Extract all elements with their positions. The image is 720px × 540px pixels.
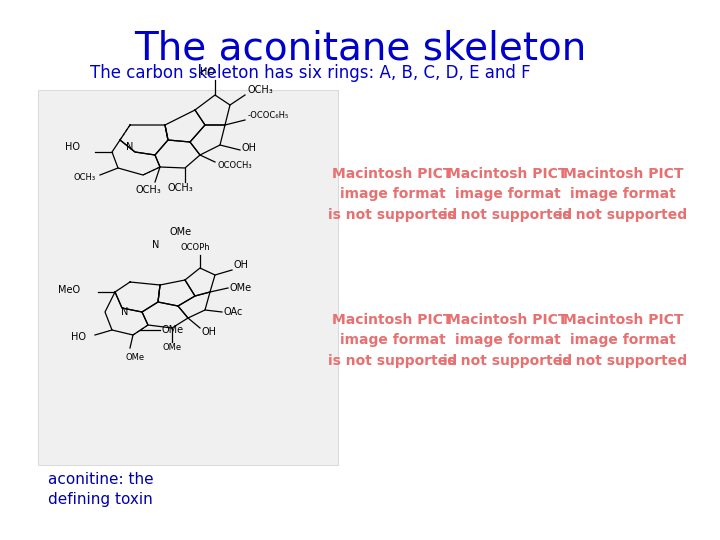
Text: OH: OH	[234, 260, 249, 270]
Text: OAc: OAc	[224, 307, 243, 317]
Text: OMe: OMe	[163, 343, 181, 353]
Text: Macintosh PICT
image format
is not supported: Macintosh PICT image format is not suppo…	[443, 313, 572, 368]
Text: OCOCH₃: OCOCH₃	[218, 160, 253, 170]
Bar	[38, 90, 338, 465]
Text: OH: OH	[202, 327, 217, 337]
Text: OMe: OMe	[230, 283, 252, 293]
Text: The carbon skeleton has six rings: A, B, C, D, E and F: The carbon skeleton has six rings: A, B,…	[90, 64, 531, 82]
Text: OCH₃: OCH₃	[248, 85, 274, 95]
Text: OCOPh: OCOPh	[180, 244, 210, 253]
Text: OCH₃: OCH₃	[135, 185, 161, 195]
Text: OMe: OMe	[125, 353, 145, 361]
Text: OCH₃: OCH₃	[74, 173, 96, 183]
Text: Macintosh PICT
image format
is not supported: Macintosh PICT image format is not suppo…	[328, 167, 457, 222]
Text: OMe: OMe	[162, 325, 184, 335]
Text: HO: HO	[65, 142, 80, 152]
Text: N: N	[126, 142, 134, 152]
Text: N: N	[152, 240, 159, 250]
Text: Macintosh PICT
image format
is not supported: Macintosh PICT image format is not suppo…	[558, 313, 688, 368]
Text: HO: HO	[200, 67, 215, 77]
Text: Macintosh PICT
image format
is not supported: Macintosh PICT image format is not suppo…	[328, 313, 457, 368]
Text: OH: OH	[242, 143, 257, 153]
Text: Macintosh PICT
image format
is not supported: Macintosh PICT image format is not suppo…	[443, 167, 572, 222]
Text: OCH₃: OCH₃	[167, 183, 193, 193]
Text: The aconitane skeleton: The aconitane skeleton	[134, 30, 586, 68]
Text: Macintosh PICT
image format
is not supported: Macintosh PICT image format is not suppo…	[558, 167, 688, 222]
Text: N: N	[121, 307, 129, 317]
Text: -OCOC₆H₅: -OCOC₆H₅	[248, 111, 289, 119]
Text: OMe: OMe	[170, 227, 192, 237]
Text: HO: HO	[71, 332, 86, 342]
Text: MeO: MeO	[58, 285, 80, 295]
Text: aconitine: the
defining toxin: aconitine: the defining toxin	[48, 472, 153, 507]
